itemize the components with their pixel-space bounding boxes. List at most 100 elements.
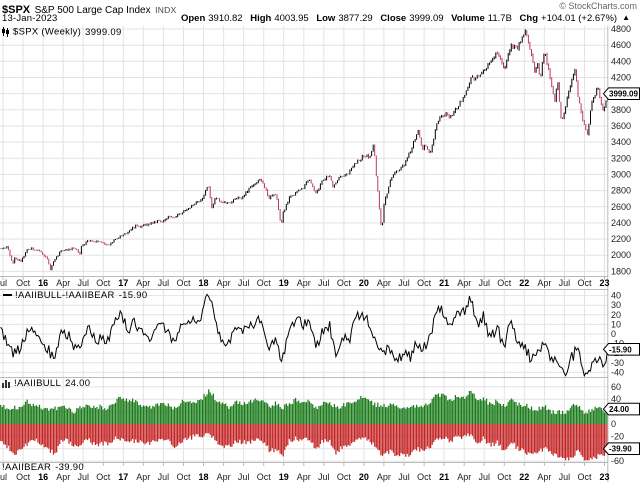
open-value: 3910.82 [208,13,243,24]
candlestick-icon [2,27,9,37]
y-tick-label: 20 [611,310,621,320]
y-tick-label: 3400 [611,137,631,147]
bull-legend-label: !AAIIBULL [14,378,62,390]
x-tick-label: Oct [16,472,31,482]
y-tick-label: 0 [611,419,616,429]
spread-legend: !AAIIBULL-!AAIIBEAR -15.90 [3,291,147,301]
bull-legend-value: 24.00 [65,378,91,390]
spread-legend-label: !AAIIBULL-!AAIIBEAR [15,290,115,301]
x-tick-label: 19 [279,278,289,288]
x-tick-label: 20 [359,472,369,482]
y-tick-label: -30 [611,358,624,368]
x-tick-label: 16 [38,472,48,482]
change-up-arrow-icon: ▲ [622,13,630,22]
x-tick-label: Jul [238,472,250,482]
x-tick-label: Jul [559,472,571,482]
gridlines [0,26,608,462]
y-tick-label: 2600 [611,202,631,212]
bear-legend-label: !AAIIBEAR [2,462,52,473]
x-tick-label: Jul [318,278,330,288]
x-tick-label: Apr [297,472,311,482]
x-tick-label: Apr [56,278,70,288]
value-box-text: -39.90 [609,445,632,454]
bear-legend-value: -39.90 [55,462,84,473]
symbol-label: $SPX [2,4,31,16]
high-value: 4003.95 [274,13,309,24]
x-tick-label: 22 [519,278,529,288]
x-tick-label: Apr [377,278,391,288]
x-tick-label: Apr [136,472,150,482]
x-tick-label: Oct [417,278,432,288]
spread-legend-value: -15.90 [118,290,148,301]
x-tick-label: Jul [559,278,571,288]
y-tick-label: 40 [611,394,621,404]
x-tick-label: Apr [217,278,231,288]
x-tick-label: Oct [337,472,352,482]
x-tick-label: Apr [56,472,70,482]
x-tick-label: Jul [478,278,490,288]
chart-title-row: $SPX S&P 500 Large Cap Index INDX [2,0,177,18]
x-tick-label: 18 [198,472,208,482]
x-tick-label: Jul [318,472,330,482]
y-tick-label: 3800 [611,105,631,115]
x-tick-label: 17 [118,472,128,482]
volume-value: 11.7B [487,13,512,24]
last-value-boxes: 3999.09 -15.90 24.00 -39.90 [602,87,640,455]
y-tick-label: 4400 [611,56,631,66]
x-tick-label: Oct [577,278,592,288]
y-tick-label: 3600 [611,121,631,131]
x-tick-label: 19 [279,472,289,482]
change-label: Chg [519,13,539,24]
bear-legend: !AAIIBEAR -39.90 [2,463,84,473]
x-tick-label: 22 [519,472,529,482]
x-tick-label: Jul [158,278,170,288]
y-tick-label: -20 [611,431,624,441]
x-tick-label: Apr [537,278,551,288]
y-tick-label: 30 [611,300,621,310]
y-tick-label: 3000 [611,169,631,179]
y-tick-label: 4200 [611,73,631,83]
y-tick-label: -60 [611,456,624,466]
x-tick-label: Oct [96,472,111,482]
close-value: 3999.09 [409,13,444,24]
x-tick-label: Jul [478,472,490,482]
x-tick-label: 20 [359,278,369,288]
x-tick-label: 21 [439,472,449,482]
x-tick-label: 17 [118,278,128,288]
x-tick-label: Oct [96,278,111,288]
x-tick-label: Oct [497,278,512,288]
x-tick-label: Jul [77,278,89,288]
x-tick-label: Oct [417,472,432,482]
change-value: +104.01 (+2.67%) [541,13,618,24]
chart-series [0,29,609,461]
x-tick-label: Oct [257,278,272,288]
price-legend-label: $SPX (Weekly) [13,26,82,38]
x-tick-label: Apr [136,278,150,288]
volume-label: Volume [451,13,485,24]
y-tick-label: 2000 [611,250,631,260]
x-tick-label: Apr [457,472,471,482]
x-tick-label: Jul [398,278,410,288]
x-tick-label: 23 [599,278,609,288]
copyright-watermark: © StockCharts.com [559,1,637,11]
exchange-label: INDX [155,5,177,15]
y-tick-label: 3200 [611,153,631,163]
x-tick-label: Jul [158,472,170,482]
x-tick-label: Apr [217,472,231,482]
x-tick-label: Oct [257,472,272,482]
y-tick-label: 4800 [611,24,631,34]
x-tick-label: Apr [297,278,311,288]
x-tick-label: 18 [198,278,208,288]
x-tick-label: Jul [398,472,410,482]
value-box-text: -15.90 [609,345,632,354]
x-tick-label: ul [0,278,7,288]
line-series-icon [3,294,12,297]
y-tick-label: 60 [611,382,621,392]
x-tick-label: Oct [16,278,31,288]
close-label: Close [380,13,407,24]
y-tick-label: 10 [611,319,621,329]
y-tick-label: 0 [611,329,616,339]
x-tick-label: 21 [439,278,449,288]
